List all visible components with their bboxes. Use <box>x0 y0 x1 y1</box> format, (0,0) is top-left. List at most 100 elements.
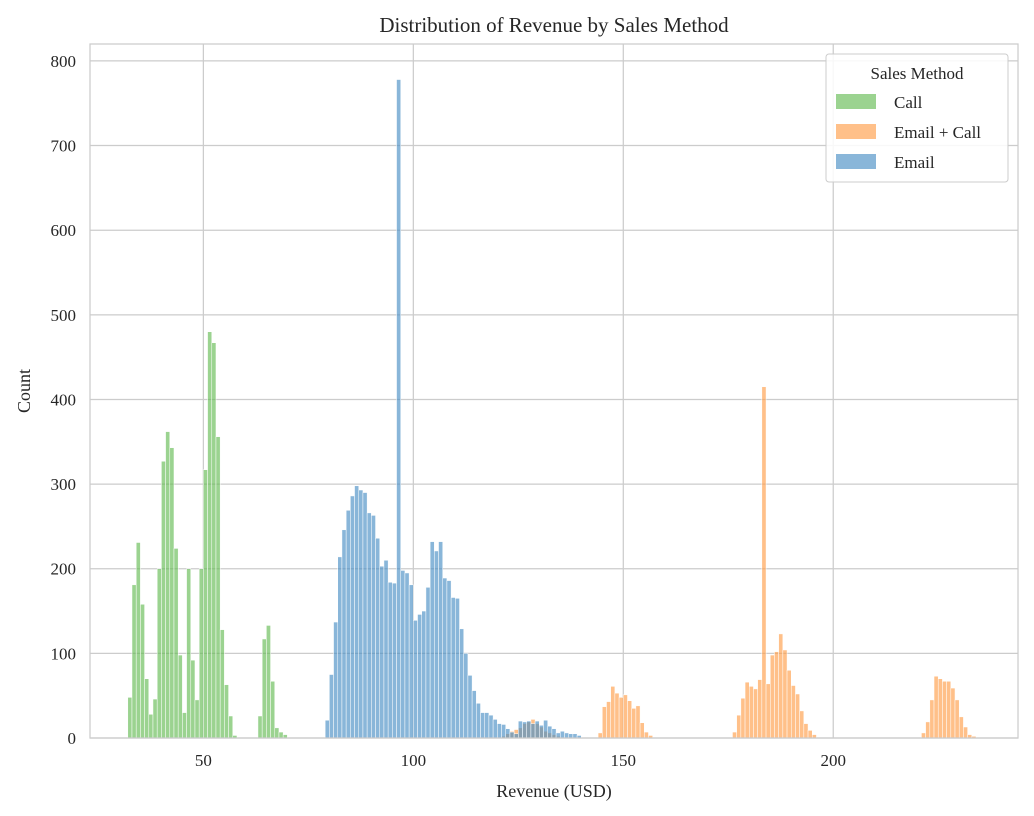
histogram-bar <box>324 719 330 739</box>
histogram-bar <box>732 731 737 739</box>
histogram-bar <box>513 733 519 739</box>
histogram-bar <box>434 550 439 739</box>
histogram-bar <box>564 732 569 739</box>
histogram-bar <box>274 727 280 739</box>
histogram-bar <box>140 604 145 739</box>
histogram-bar <box>387 582 393 739</box>
histogram-bar <box>484 712 490 739</box>
histogram-bar <box>148 714 154 739</box>
histogram-bar <box>278 731 284 739</box>
histogram-bar <box>803 723 809 739</box>
histogram-bar <box>152 698 158 739</box>
histogram-bar <box>425 587 431 739</box>
histogram-bar <box>371 515 376 739</box>
histogram-bar <box>480 712 485 739</box>
legend-box <box>825 53 1009 183</box>
histogram-bar <box>350 495 355 739</box>
histogram-bar <box>807 730 813 739</box>
histogram-bar <box>156 568 162 739</box>
legend-title: Sales Method <box>870 64 964 83</box>
histogram-bar <box>471 690 477 739</box>
histogram-bar <box>501 724 506 739</box>
histogram-bar <box>261 638 267 739</box>
histogram-bar <box>606 701 611 739</box>
histogram-bar <box>623 694 628 739</box>
histogram-bar <box>354 485 359 739</box>
histogram-bar <box>408 584 414 739</box>
histogram-bar <box>442 577 448 739</box>
histogram-bar <box>757 679 763 739</box>
histogram-bar <box>450 597 456 739</box>
histogram-bar <box>572 733 578 739</box>
histogram-bar <box>568 733 574 739</box>
histogram-bar <box>375 538 380 739</box>
histogram-bar <box>463 653 469 739</box>
legend-label: Email <box>894 153 935 172</box>
histogram-bar <box>211 342 217 739</box>
histogram-bar <box>530 723 536 739</box>
histogram-bar <box>169 447 175 739</box>
histogram-bar <box>799 710 805 739</box>
histogram-bar <box>224 684 229 739</box>
histogram-bar <box>627 700 632 739</box>
histogram-bar <box>597 732 603 739</box>
histogram-bar <box>413 620 418 739</box>
histogram-bar <box>215 436 221 739</box>
histogram-bar <box>446 580 452 739</box>
histogram-bar <box>526 720 532 739</box>
histogram-bar <box>497 723 502 739</box>
histogram-bar <box>778 633 784 739</box>
histogram-bar <box>631 708 637 739</box>
x-tick-labels: 50 100 150 200 <box>195 751 846 770</box>
histogram-bar <box>933 675 939 739</box>
y-tick-label: 0 <box>68 729 77 748</box>
histogram-bar <box>333 621 338 739</box>
histogram-bar <box>429 541 435 739</box>
histogram-bar <box>383 560 389 739</box>
legend-swatch <box>836 154 876 169</box>
histogram-bar <box>459 628 464 739</box>
histogram-bar <box>207 331 213 739</box>
x-axis-label: Revenue (USD) <box>496 781 611 802</box>
histogram-bar <box>534 720 540 739</box>
legend-label: Call <box>894 93 923 112</box>
x-tick-label: 100 <box>401 751 427 770</box>
histogram-bar <box>219 629 225 739</box>
legend-swatch <box>836 94 876 109</box>
histogram-bar <box>270 681 276 739</box>
y-tick-label: 700 <box>51 137 77 156</box>
histogram-bar <box>421 610 427 739</box>
histogram-bar <box>736 714 742 739</box>
histogram-bar <box>131 584 137 739</box>
series-email-call <box>501 386 977 739</box>
histogram-bar <box>337 556 343 739</box>
histogram-bar <box>958 716 964 739</box>
series-email <box>324 79 582 739</box>
histogram-bar <box>266 625 271 739</box>
y-tick-label: 200 <box>51 560 77 579</box>
histogram-bar <box>929 699 935 739</box>
histogram-bar <box>190 659 196 739</box>
histogram-bar <box>177 654 183 739</box>
histogram-bar <box>257 715 263 739</box>
histogram-bar <box>942 681 947 739</box>
histogram-bar <box>509 731 515 739</box>
x-tick-label: 50 <box>195 751 212 770</box>
histogram-bar <box>358 489 364 739</box>
histogram-bar <box>618 697 624 739</box>
histogram-bar <box>539 725 544 739</box>
histogram-bar <box>341 529 347 739</box>
histogram-bar <box>165 431 171 739</box>
histogram-bar <box>467 675 473 739</box>
y-axis-label: Count <box>14 369 34 413</box>
histogram-bar <box>560 730 565 739</box>
histogram-bar <box>782 649 788 739</box>
histogram-bar <box>379 565 385 739</box>
histogram-bar <box>614 692 620 739</box>
x-tick-label: 150 <box>611 751 637 770</box>
histogram-bar <box>602 706 607 739</box>
histogram-bar <box>396 79 401 739</box>
histogram-bar <box>937 678 943 739</box>
histogram-bar <box>161 460 166 739</box>
